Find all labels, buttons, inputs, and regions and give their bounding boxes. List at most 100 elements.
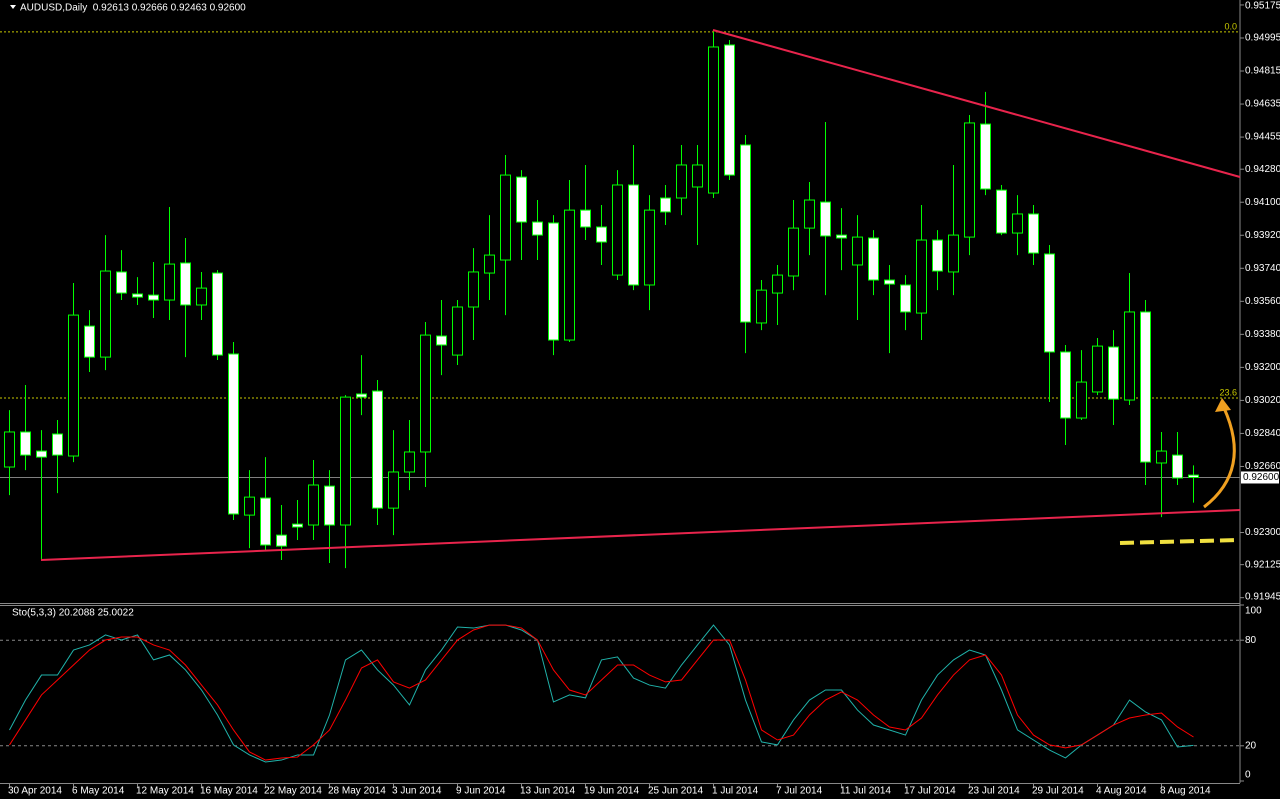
arrow (1203, 407, 1236, 509)
candle-body (916, 239, 927, 314)
x-tick-label: 30 Apr 2014 (8, 786, 62, 797)
x-tick-label: 12 May 2014 (136, 786, 194, 797)
x-tick-label: 23 Jul 2014 (968, 786, 1020, 797)
candle-body (68, 314, 79, 457)
candle-body (660, 197, 671, 213)
candle-body (244, 496, 255, 516)
candle-body (324, 485, 335, 526)
candle-body (1012, 213, 1023, 234)
candle-body (116, 271, 127, 294)
arrow-head (1215, 398, 1231, 412)
candle-body (180, 262, 191, 306)
candle-body (132, 293, 143, 298)
y-tick-label: 0.94815 (1245, 66, 1280, 77)
y-tick-label: 0.93560 (1245, 296, 1280, 307)
candle-body (580, 209, 591, 228)
current-price-box (1241, 471, 1279, 484)
x-tick-label: 6 May 2014 (72, 786, 125, 797)
candle-body (1172, 454, 1183, 479)
candle-body (260, 497, 271, 546)
candle-body (596, 226, 607, 243)
y-tick-label: 0 (1245, 770, 1251, 781)
candle-body (932, 239, 943, 272)
candle-body (196, 287, 207, 306)
candle-body (292, 523, 303, 528)
candle-body (900, 284, 911, 313)
trendline (40, 509, 1241, 561)
candle-body (436, 335, 447, 346)
candle-body (516, 176, 527, 223)
candle-body (1188, 474, 1199, 478)
candle-body (756, 289, 767, 324)
y-tick-label: 0.92300 (1245, 527, 1280, 538)
candle-body (52, 433, 63, 456)
candle-body (1156, 450, 1167, 464)
front-layer: 0.95175 0.94995 0.94815 0.94635 0.94455 0.942… (8, 1, 1280, 797)
x-tick-label: 19 Jun 2014 (584, 786, 639, 797)
candle-body (276, 534, 287, 547)
back-layer (0, 4, 1244, 787)
candle-body (1028, 213, 1039, 254)
candle-body (500, 174, 511, 261)
y-tick-label: 0.94280 (1245, 164, 1280, 175)
indicator-title: Sto(5,3,3) 20.2088 25.0022 (12, 608, 134, 619)
candle-body (308, 484, 319, 526)
x-tick-label: 16 May 2014 (200, 786, 258, 797)
y-tick-label: 0.93020 (1245, 395, 1280, 406)
y-tick-label: 0.95175 (1245, 1, 1280, 12)
candle-body (468, 271, 479, 308)
x-tick-label: 3 Jun 2014 (392, 786, 442, 797)
candle-body (484, 254, 495, 274)
candle-body (852, 236, 863, 266)
candle-body (452, 306, 463, 356)
y-tick-label: 100 (1245, 606, 1262, 617)
x-tick-label: 9 Jun 2014 (456, 786, 506, 797)
candle-body (212, 272, 223, 356)
x-tick-label: 4 Aug 2014 (1096, 786, 1147, 797)
candle-body (356, 393, 367, 398)
x-tick-label: 1 Jul 2014 (712, 786, 759, 797)
candle-body (948, 234, 959, 273)
candle-body (836, 234, 847, 239)
indicator-line (9, 624, 1194, 763)
y-tick-label: 0.92840 (1245, 428, 1280, 439)
candle-body (548, 222, 559, 341)
candle-body (1140, 311, 1151, 463)
candle-body (980, 123, 991, 190)
candle-body (1108, 346, 1119, 400)
y-tick-label: 0.94100 (1245, 197, 1280, 208)
marks-layer (4, 31, 1199, 763)
candle-body (164, 263, 175, 301)
x-tick-label: 7 Jul 2014 (776, 786, 823, 797)
candle-body (724, 44, 735, 176)
indicator-line (9, 624, 1194, 761)
y-tick-label: 0.94635 (1245, 99, 1280, 110)
y-tick-label: 0.93740 (1245, 263, 1280, 274)
candle-body (1124, 311, 1135, 401)
candle-body (708, 46, 719, 194)
candle-body (804, 199, 815, 229)
candle-body (692, 164, 703, 188)
x-tick-label: 17 Jul 2014 (904, 786, 956, 797)
support-marker (1119, 538, 1241, 545)
candle-body (644, 209, 655, 286)
trendline (712, 29, 1241, 178)
candle-body (612, 184, 623, 276)
x-tick-label: 29 Jul 2014 (1032, 786, 1084, 797)
x-tick-label: 13 Jun 2014 (520, 786, 575, 797)
x-tick-label: 8 Aug 2014 (1160, 786, 1211, 797)
candle-body (868, 237, 879, 281)
candle-body (420, 334, 431, 453)
candle-body (1076, 381, 1087, 419)
x-tick-label: 22 May 2014 (264, 786, 322, 797)
menu-icon (10, 5, 16, 9)
y-tick-label: 0.92660 (1245, 461, 1280, 472)
candle-body (964, 122, 975, 238)
y-tick-label: 0.91945 (1245, 592, 1280, 603)
candle-body (564, 209, 575, 341)
y-tick-label: 0.94995 (1245, 33, 1280, 44)
candle-body (1044, 253, 1055, 353)
candle-body (388, 471, 399, 509)
